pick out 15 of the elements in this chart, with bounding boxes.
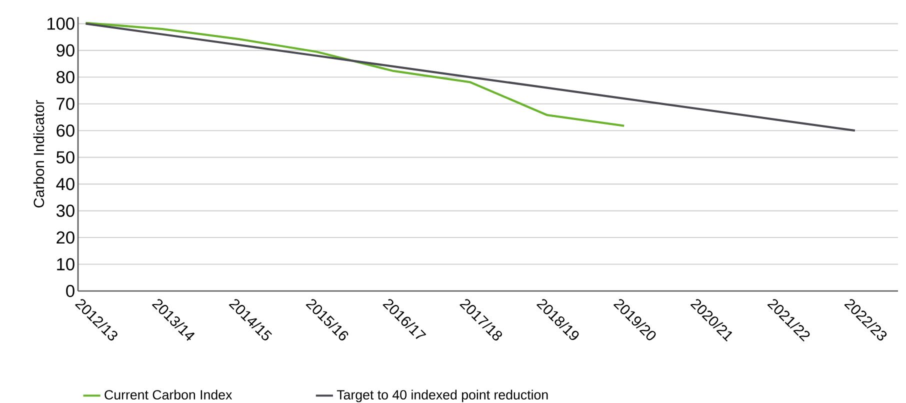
- y-axis-title: Carbon Indicator: [33, 100, 44, 208]
- legend-label: Current Carbon Index: [104, 390, 232, 400]
- y-tick-label: 20: [56, 231, 74, 244]
- y-tick-label: 100: [47, 18, 74, 30]
- y-tick-label: 30: [56, 204, 74, 217]
- line-series: [84, 22, 626, 127]
- y-tick-label: 10: [57, 258, 74, 270]
- y-tick-label: 50: [56, 151, 74, 164]
- y-tick-label: 40: [56, 178, 74, 190]
- legend-label: Target to 40 indexed point reduction: [336, 390, 548, 402]
- y-tick-label: 60: [56, 124, 74, 137]
- y-tick-label: 90: [56, 44, 74, 57]
- y-tick-label: 70: [56, 98, 74, 110]
- y-tick-label: 80: [56, 71, 74, 84]
- y-tick-label: 0: [66, 284, 74, 298]
